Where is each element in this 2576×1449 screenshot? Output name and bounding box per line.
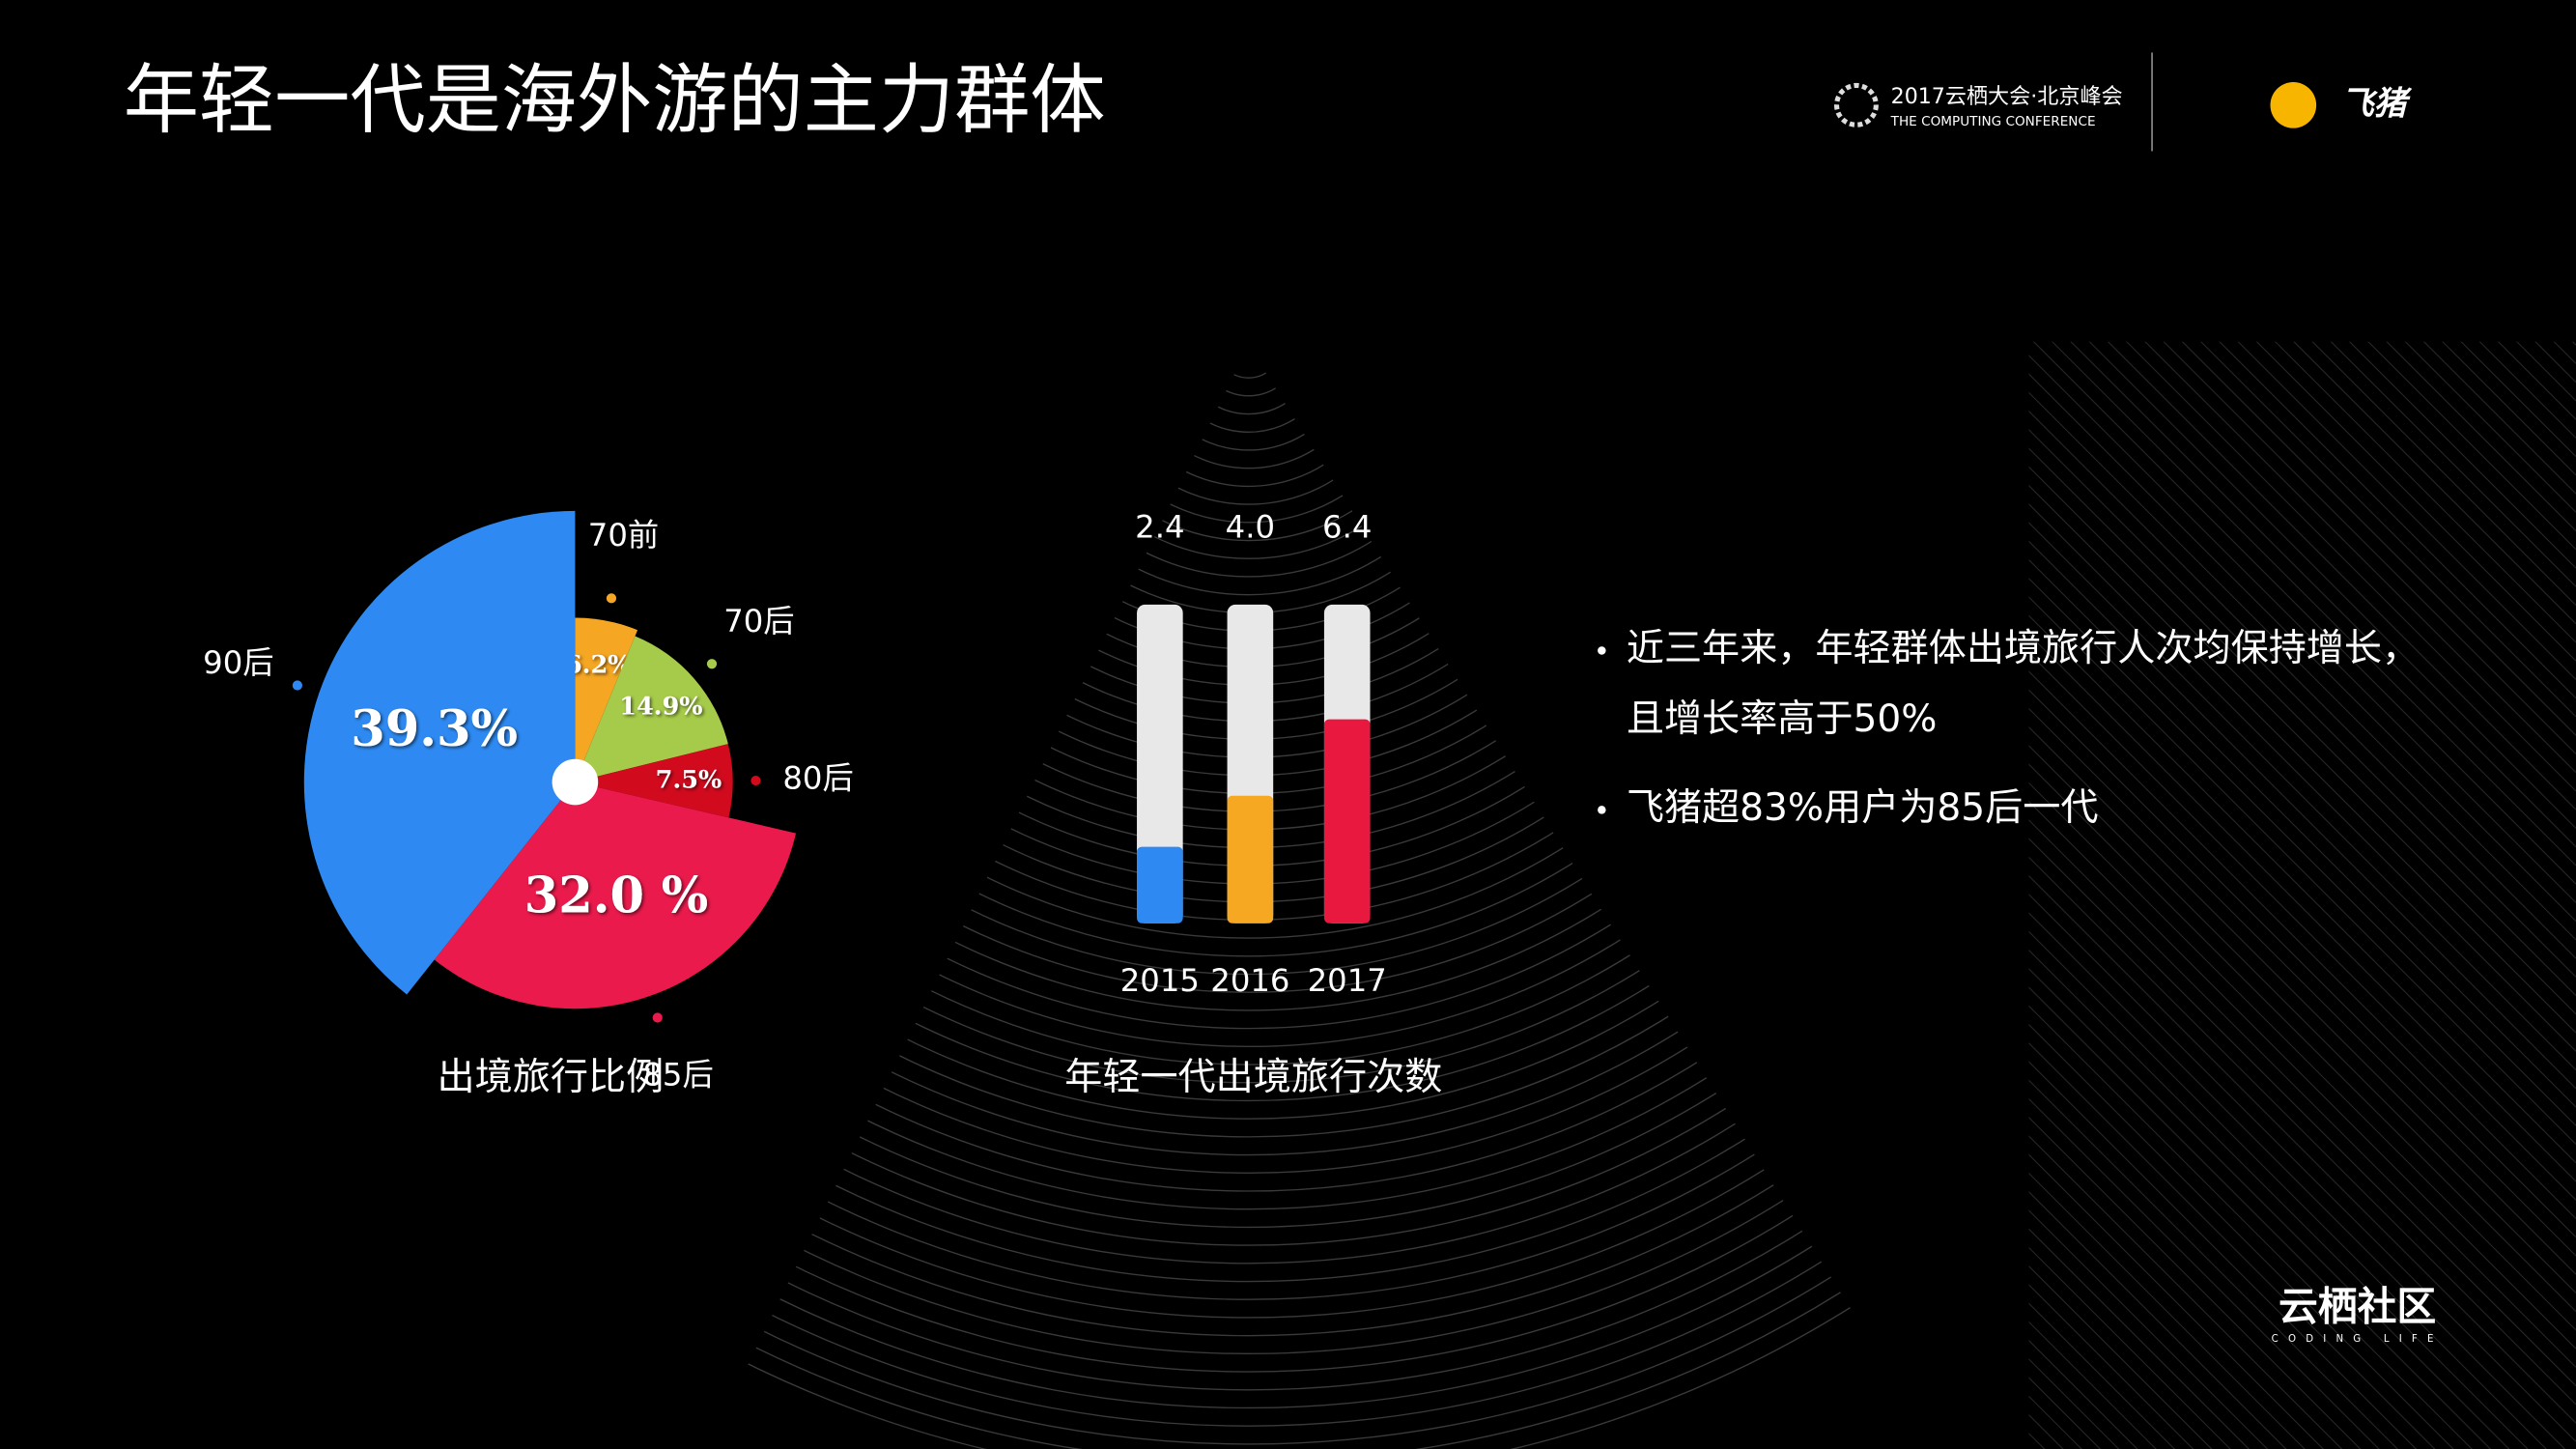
conference-name: 2017云栖大会·北京峰会 bbox=[1891, 84, 2123, 109]
label-dot bbox=[706, 659, 718, 669]
arc-line bbox=[706, 345, 1939, 1156]
arc-line bbox=[1124, 345, 1373, 469]
arc-line bbox=[706, 345, 1939, 1355]
arc-line bbox=[706, 345, 1861, 957]
conference-subtitle: THE COMPUTING CONFERENCE bbox=[1890, 114, 2096, 129]
x-tick-label: 2017 bbox=[1308, 962, 1387, 999]
value-label: 4.0 bbox=[1226, 509, 1275, 546]
slice-label: 39.3% bbox=[351, 700, 518, 758]
bar bbox=[1137, 846, 1183, 923]
category-label: 85后 bbox=[642, 1057, 713, 1094]
label-dot bbox=[652, 1012, 663, 1023]
arc-line bbox=[706, 345, 1939, 1084]
arc-line bbox=[706, 345, 1939, 1102]
bullet-dot bbox=[1598, 806, 1606, 814]
arc-line bbox=[1214, 345, 1283, 379]
bullet-text: 且增长率高于50% bbox=[1627, 697, 1938, 741]
arc-line bbox=[706, 345, 1939, 1065]
arc-line bbox=[706, 345, 1939, 1264]
bar bbox=[1323, 719, 1371, 923]
arc-line bbox=[1070, 345, 1428, 524]
arc-line bbox=[706, 345, 1939, 1337]
arc-line bbox=[1106, 345, 1391, 488]
arc-line bbox=[706, 345, 1939, 1445]
arc-line bbox=[706, 345, 1939, 1391]
label-dot bbox=[292, 680, 302, 691]
slide-title: 年轻一代是海外游的主力群体 bbox=[124, 56, 1106, 144]
bullet-dot bbox=[1598, 646, 1606, 655]
label-dot bbox=[750, 775, 761, 786]
arc-line bbox=[1160, 345, 1337, 433]
arc-line bbox=[706, 345, 1939, 1409]
arc-line bbox=[1033, 345, 1463, 559]
slice-label: 7.5% bbox=[656, 766, 722, 795]
pie-slice bbox=[575, 636, 728, 782]
slice-label: 14.9% bbox=[619, 693, 702, 722]
arc-line bbox=[1089, 345, 1409, 505]
arc-line bbox=[706, 345, 1939, 1210]
conference-logo bbox=[1833, 82, 1879, 128]
arc-line bbox=[706, 345, 1843, 939]
category-label: 90后 bbox=[203, 644, 273, 681]
chart-title: 出境旅行比例 bbox=[438, 1056, 665, 1099]
category-label: 70前 bbox=[588, 517, 659, 554]
arc-line bbox=[706, 345, 1939, 1427]
arc-line bbox=[706, 345, 1939, 1174]
brand-name: 飞猪 bbox=[2341, 84, 2413, 123]
pie-slice bbox=[575, 617, 638, 782]
footer-tagline: CODING LIFE bbox=[2272, 1334, 2444, 1345]
pie-slice bbox=[434, 781, 797, 1009]
pie-center bbox=[552, 758, 599, 806]
slice-label: 32.0 % bbox=[524, 867, 709, 924]
hatch-decoration bbox=[2028, 341, 2576, 1449]
bar bbox=[1227, 795, 1274, 923]
chart-title: 年轻一代出境旅行次数 bbox=[1064, 1056, 1442, 1099]
arc-line bbox=[706, 345, 1939, 1373]
category-label: 70后 bbox=[723, 603, 794, 639]
x-tick-label: 2015 bbox=[1120, 962, 1200, 999]
arc-line bbox=[1143, 345, 1355, 451]
label-dot bbox=[606, 593, 617, 604]
arc-line bbox=[706, 345, 1939, 1120]
footer-brand: 云栖社区 bbox=[2279, 1283, 2436, 1329]
arc-line bbox=[706, 345, 1939, 1283]
bullet-list: 近三年来，年轻群体出境旅行人次均保持增长， 且增长率高于50% 飞猪超83%用户为8… bbox=[1598, 627, 2420, 830]
value-label: 2.4 bbox=[1135, 509, 1184, 546]
arc-line bbox=[706, 345, 1939, 1300]
pie-slice bbox=[575, 744, 733, 818]
value-label: 6.4 bbox=[1322, 509, 1372, 546]
arc-line bbox=[1178, 345, 1318, 415]
arc-line bbox=[706, 345, 1933, 1030]
arc-line bbox=[706, 345, 1939, 1246]
bar-track bbox=[1137, 604, 1183, 923]
category-label: 80后 bbox=[782, 760, 853, 797]
arc-line bbox=[1052, 345, 1445, 542]
pie-slice bbox=[303, 510, 576, 995]
x-tick-label: 2016 bbox=[1210, 962, 1289, 999]
arc-line bbox=[706, 345, 1939, 1138]
arc-line bbox=[706, 345, 1939, 1229]
bullet-text: 飞猪超83%用户为85后一代 bbox=[1627, 786, 2099, 830]
brand-logo bbox=[2270, 82, 2317, 128]
arc-line bbox=[1016, 345, 1482, 578]
arc-line bbox=[1197, 345, 1301, 397]
arc-line bbox=[998, 345, 1499, 596]
arc-line bbox=[706, 345, 1939, 1048]
bullet-text: 近三年来，年轻群体出境旅行人次均保持增长， bbox=[1627, 627, 2420, 670]
arc-line bbox=[706, 345, 1897, 993]
arc-line bbox=[706, 345, 1939, 1319]
arc-line bbox=[706, 345, 1939, 1192]
arc-line bbox=[706, 345, 1879, 976]
arc-line bbox=[706, 345, 1915, 1011]
